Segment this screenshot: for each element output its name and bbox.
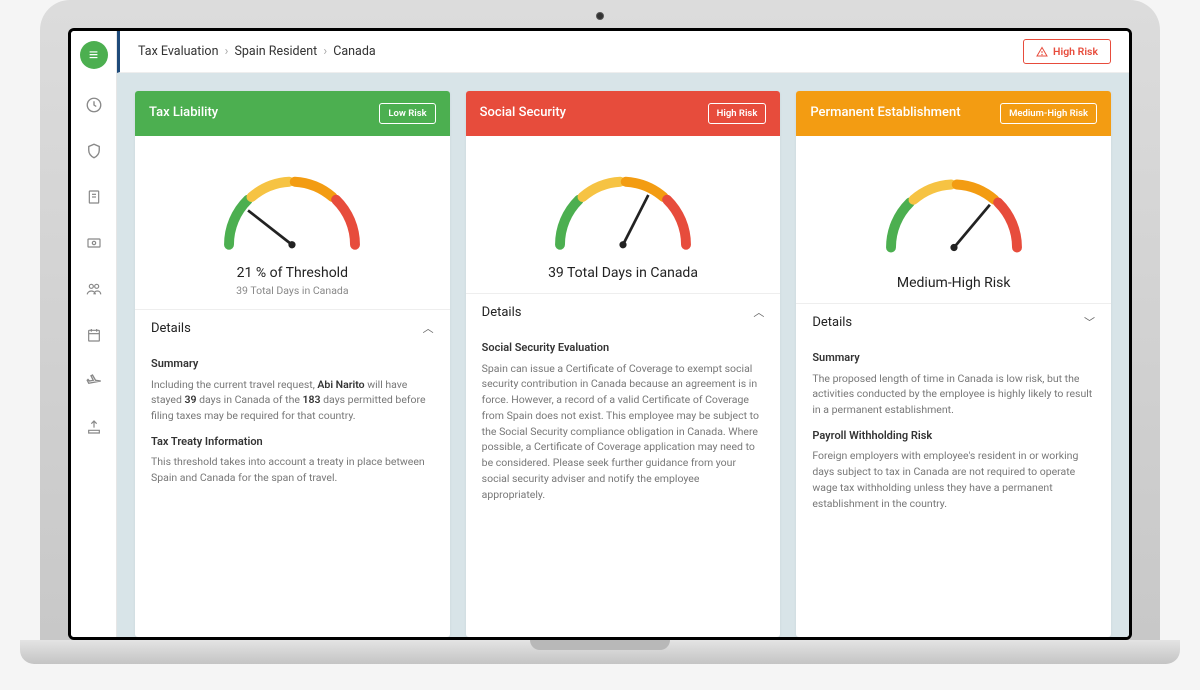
chevron-up-icon: ︿ bbox=[753, 304, 764, 320]
overall-risk-badge: High Risk bbox=[1023, 39, 1111, 64]
gauge-main-label: 21 % of Threshold bbox=[145, 265, 440, 281]
section-title: Payroll Withholding Risk bbox=[812, 428, 1095, 445]
section-title: Tax Treaty Information bbox=[151, 434, 434, 451]
details-body: Summary Including the current travel req… bbox=[135, 346, 450, 502]
breadcrumb-leaf[interactable]: Canada bbox=[333, 44, 376, 59]
topbar: Tax Evaluation › Spain Resident › Canada… bbox=[117, 31, 1129, 73]
section-title: Summary bbox=[151, 356, 434, 373]
gauge-area: 21 % of Threshold 39 Total Days in Canad… bbox=[135, 136, 450, 309]
main-area: Tax Evaluation › Spain Resident › Canada… bbox=[117, 31, 1129, 637]
section-title: Social Security Evaluation bbox=[482, 340, 765, 357]
section-body: Spain can issue a Certificate of Coverag… bbox=[482, 361, 765, 503]
gauge-chart bbox=[533, 154, 713, 259]
card-permanent-establishment: Permanent Establishment Medium-High Risk bbox=[796, 91, 1111, 637]
app-logo[interactable]: ≡ bbox=[80, 41, 108, 69]
card-header: Social Security High Risk bbox=[466, 91, 781, 136]
warning-icon bbox=[1036, 46, 1048, 58]
gauge-area: 39 Total Days in Canada bbox=[466, 136, 781, 293]
card-title: Permanent Establishment bbox=[810, 105, 960, 122]
upload-icon[interactable] bbox=[84, 417, 104, 437]
gauge-sub-label: 39 Total Days in Canada bbox=[145, 284, 440, 297]
sidebar: ≡ bbox=[71, 31, 117, 637]
gauge-chart bbox=[864, 154, 1044, 269]
breadcrumb: Tax Evaluation › Spain Resident › Canada bbox=[138, 44, 376, 59]
risk-badge: Medium-High Risk bbox=[1000, 103, 1097, 124]
details-toggle[interactable]: Details ︿ bbox=[135, 309, 450, 346]
details-body: Social Security Evaluation Spain can iss… bbox=[466, 330, 781, 518]
section-body: The proposed length of time in Canada is… bbox=[812, 371, 1095, 418]
section-title: Summary bbox=[812, 350, 1095, 367]
section-body: This threshold takes into account a trea… bbox=[151, 454, 434, 486]
calendar-icon[interactable] bbox=[84, 325, 104, 345]
gauge-chart bbox=[202, 154, 382, 259]
card-title: Tax Liability bbox=[149, 105, 218, 122]
details-toggle[interactable]: Details ︿ bbox=[466, 293, 781, 330]
section-body: Including the current travel request, Ab… bbox=[151, 377, 434, 424]
gauge-area: Medium-High Risk bbox=[796, 136, 1111, 303]
document-icon[interactable] bbox=[84, 187, 104, 207]
details-toggle[interactable]: Details ﹀ bbox=[796, 303, 1111, 340]
risk-badge: High Risk bbox=[708, 103, 767, 124]
breadcrumb-level2[interactable]: Spain Resident bbox=[234, 44, 317, 59]
dashboard-icon[interactable] bbox=[84, 95, 104, 115]
card-title: Social Security bbox=[480, 105, 566, 122]
shield-icon[interactable] bbox=[84, 141, 104, 161]
chevron-down-icon: ﹀ bbox=[1084, 314, 1095, 330]
plane-icon[interactable] bbox=[84, 371, 104, 391]
card-header: Permanent Establishment Medium-High Risk bbox=[796, 91, 1111, 136]
gauge-main-label: 39 Total Days in Canada bbox=[476, 265, 771, 281]
payment-icon[interactable] bbox=[84, 233, 104, 253]
card-tax-liability: Tax Liability Low Risk bbox=[135, 91, 450, 637]
cards-row: Tax Liability Low Risk bbox=[117, 73, 1129, 637]
details-body: Summary The proposed length of time in C… bbox=[796, 340, 1111, 527]
card-header: Tax Liability Low Risk bbox=[135, 91, 450, 136]
risk-badge: Low Risk bbox=[379, 103, 435, 124]
section-body: Foreign employers with employee's reside… bbox=[812, 448, 1095, 511]
chevron-up-icon: ︿ bbox=[423, 320, 434, 336]
breadcrumb-root[interactable]: Tax Evaluation bbox=[138, 44, 218, 59]
gauge-main-label: Medium-High Risk bbox=[806, 275, 1101, 291]
people-icon[interactable] bbox=[84, 279, 104, 299]
card-social-security: Social Security High Risk bbox=[466, 91, 781, 637]
